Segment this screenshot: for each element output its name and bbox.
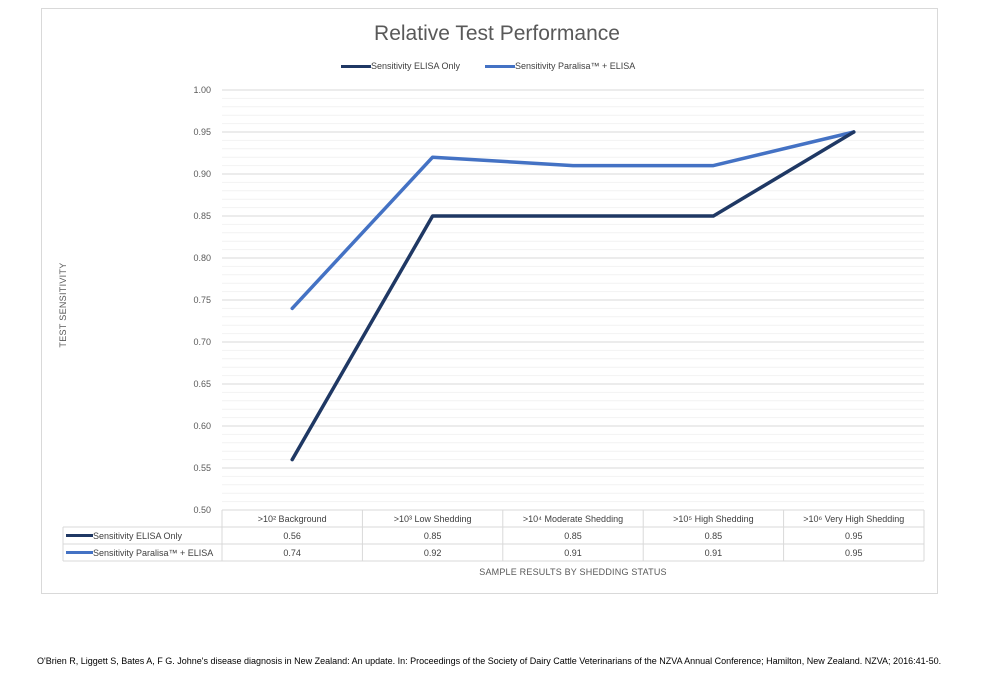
y-tick-label: 0.90 bbox=[193, 169, 211, 179]
x-axis-label: SAMPLE RESULTS BY SHEDDING STATUS bbox=[479, 567, 667, 577]
y-tick-label: 0.85 bbox=[193, 211, 211, 221]
category-label: >10⁶ Very High Shedding bbox=[803, 514, 904, 524]
data-label: 0.92 bbox=[424, 548, 442, 558]
y-tick-label: 0.60 bbox=[193, 421, 211, 431]
data-label: 0.74 bbox=[283, 548, 301, 558]
series-line bbox=[290, 130, 856, 462]
data-label: 0.85 bbox=[424, 531, 442, 541]
data-label: 0.91 bbox=[564, 548, 582, 558]
legend-item-elisa: Sensitivity ELISA Only bbox=[341, 61, 460, 71]
category-label: >10⁵ High Shedding bbox=[673, 514, 754, 524]
y-tick-label: 0.55 bbox=[193, 463, 211, 473]
data-label: 0.85 bbox=[705, 531, 723, 541]
y-tick-label: 0.75 bbox=[193, 295, 211, 305]
table-series-name: Sensitivity Paralisa™ + ELISA bbox=[93, 548, 213, 558]
citation: O'Brien R, Liggett S, Bates A, F G. John… bbox=[37, 656, 942, 666]
y-tick-label: 0.70 bbox=[193, 337, 211, 347]
legend-swatch-paralisa bbox=[485, 65, 515, 69]
legend: Sensitivity ELISA Only Sensitivity Paral… bbox=[0, 61, 994, 75]
table-series-name: Sensitivity ELISA Only bbox=[93, 531, 183, 541]
legend-label-elisa: Sensitivity ELISA Only bbox=[371, 61, 461, 71]
y-tick-label: 0.80 bbox=[193, 253, 211, 263]
y-tick-label: 0.95 bbox=[193, 127, 211, 137]
data-label: 0.56 bbox=[283, 531, 301, 541]
data-label: 0.95 bbox=[845, 531, 863, 541]
y-tick-label: 0.65 bbox=[193, 379, 211, 389]
data-label: 0.95 bbox=[845, 548, 863, 558]
legend-label-paralisa: Sensitivity Paralisa™ + ELISA bbox=[515, 61, 636, 71]
category-label: >10⁴ Moderate Shedding bbox=[523, 514, 623, 524]
y-tick-label: 0.50 bbox=[193, 505, 211, 515]
legend-item-paralisa: Sensitivity Paralisa™ + ELISA bbox=[485, 61, 635, 71]
series-line bbox=[290, 130, 856, 311]
y-tick-label: 1.00 bbox=[193, 85, 211, 95]
category-label: >10³ Low Shedding bbox=[394, 514, 472, 524]
data-label: 0.91 bbox=[705, 548, 723, 558]
data-label: 0.85 bbox=[564, 531, 582, 541]
chart-title: Relative Test Performance bbox=[374, 22, 620, 45]
legend-swatch-elisa bbox=[341, 65, 371, 69]
chart-area bbox=[41, 8, 938, 594]
category-label: >10² Background bbox=[258, 514, 327, 524]
